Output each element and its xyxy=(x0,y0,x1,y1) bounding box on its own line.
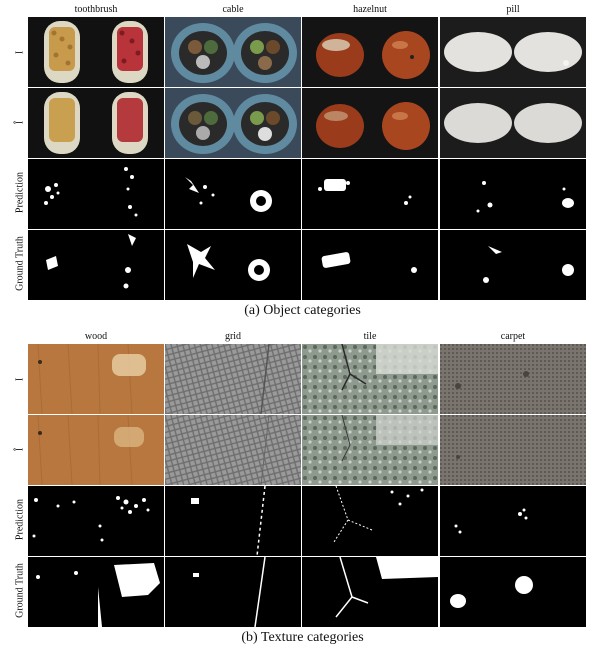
image-toothbrush-reconstruction xyxy=(28,88,164,158)
mask-cable-prediction xyxy=(165,159,301,229)
column-header-tile: tile xyxy=(363,331,377,342)
image-wood-reconstruction xyxy=(28,415,164,485)
mask-toothbrush-ground-truth xyxy=(28,230,164,300)
image-cable-input xyxy=(165,17,301,87)
mask-hazelnut-prediction xyxy=(302,159,438,229)
mask-tile-ground-truth xyxy=(302,557,438,627)
row-label-ground-truth: Ground Truth xyxy=(14,563,26,618)
column-header-carpet: carpet xyxy=(500,331,526,342)
image-hazelnut-input xyxy=(302,17,438,87)
mask-wood-ground-truth xyxy=(28,557,164,627)
mask-toothbrush-prediction xyxy=(28,159,164,229)
image-wood-input xyxy=(28,344,164,414)
image-grid-input xyxy=(165,344,301,414)
mask-grid-ground-truth xyxy=(165,557,301,627)
image-pill-reconstruction xyxy=(440,88,586,158)
image-carpet-reconstruction xyxy=(440,415,586,485)
column-header-toothbrush: toothbrush xyxy=(74,4,118,15)
column-header-hazelnut: hazelnut xyxy=(353,4,387,15)
mask-pill-prediction xyxy=(440,159,586,229)
column-header-wood: wood xyxy=(84,331,108,342)
mask-cable-ground-truth xyxy=(165,230,301,300)
column-header-grid: grid xyxy=(224,331,242,342)
image-carpet-input xyxy=(440,344,586,414)
column-header-cable: cable xyxy=(222,4,244,15)
caption-texture-categories: (b) Texture categories xyxy=(241,630,364,645)
image-tile-reconstruction xyxy=(302,415,438,485)
image-toothbrush-input xyxy=(28,17,164,87)
caption-object-categories: (a) Object categories xyxy=(244,303,361,318)
mask-carpet-ground-truth xyxy=(440,557,586,627)
image-pill-input xyxy=(440,17,586,87)
image-cable-reconstruction xyxy=(165,88,301,158)
image-tile-input xyxy=(302,344,438,414)
mask-carpet-prediction xyxy=(440,486,586,556)
image-grid-reconstruction xyxy=(165,415,301,485)
mask-hazelnut-ground-truth xyxy=(302,230,438,300)
mask-grid-prediction xyxy=(165,486,301,556)
mask-wood-prediction xyxy=(28,486,164,556)
column-header-pill: pill xyxy=(506,4,520,15)
mask-tile-prediction xyxy=(302,486,438,556)
mask-pill-ground-truth xyxy=(440,230,586,300)
row-label-ground-truth: Ground Truth xyxy=(14,236,26,291)
image-hazelnut-reconstruction xyxy=(302,88,438,158)
